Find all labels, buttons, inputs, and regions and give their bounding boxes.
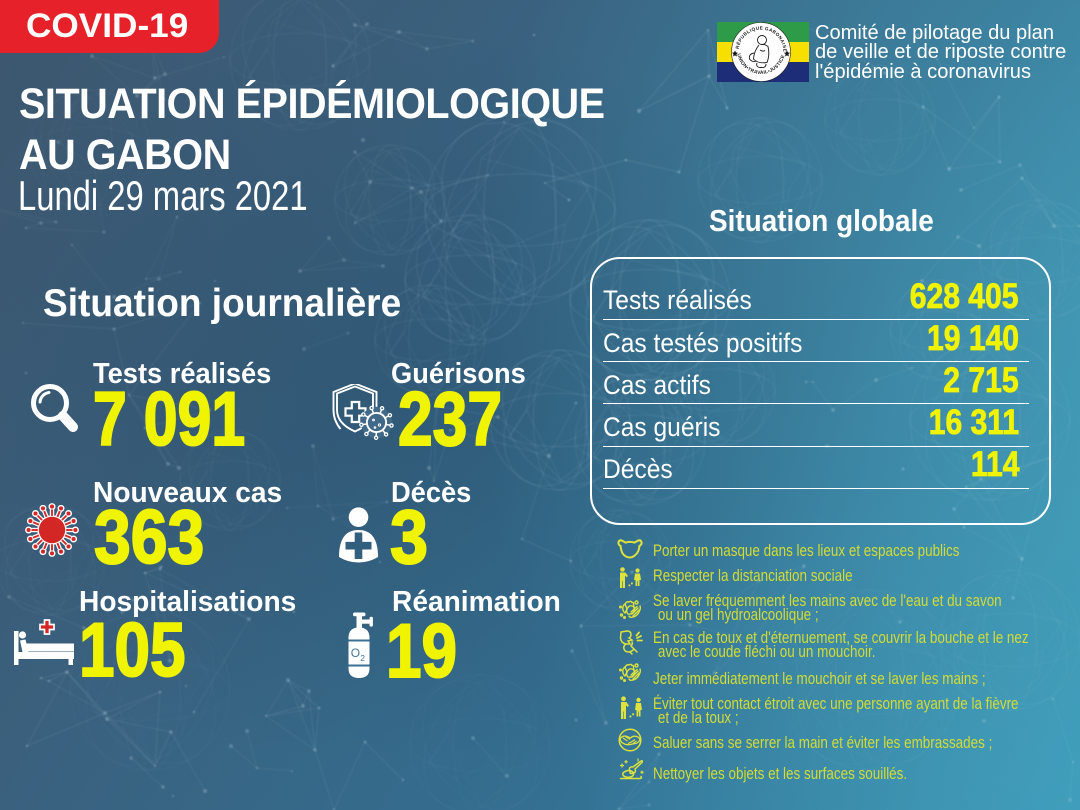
svg-text:O: O [351,646,360,660]
svg-text:2: 2 [360,653,365,663]
